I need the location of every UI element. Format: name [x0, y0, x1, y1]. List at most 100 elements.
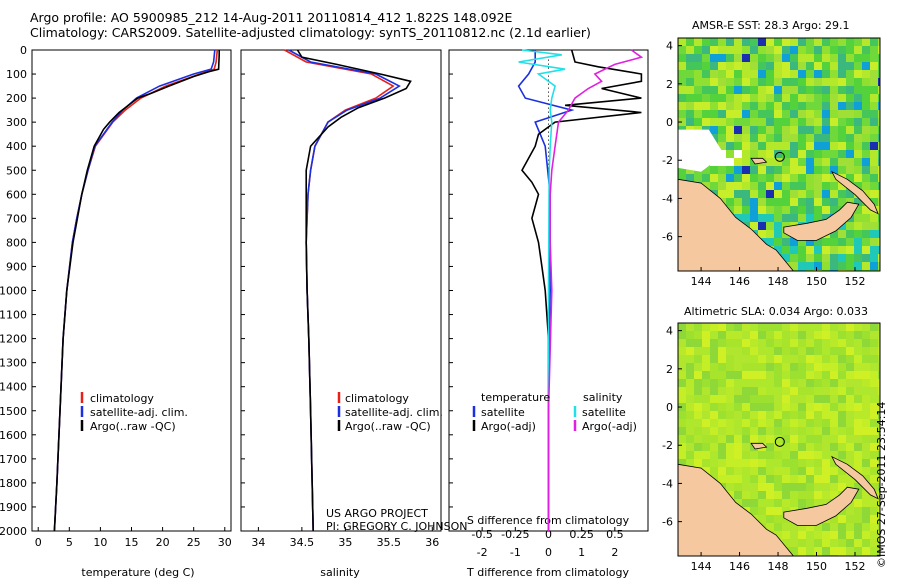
sla-map-pixel: [790, 395, 798, 403]
sla-map-pixel: [742, 379, 750, 387]
sst-map-pixel: [790, 62, 798, 70]
sst-map-pixel: [814, 134, 822, 142]
sla-map-pixel: [718, 427, 726, 435]
sst-map-pixel: [782, 46, 790, 54]
sst-map-pixel: [766, 142, 774, 150]
sst-map-pixel: [806, 214, 814, 222]
sla-map-pixel: [862, 419, 870, 427]
sla-map-pixel: [694, 459, 702, 467]
sla-map-pixel: [798, 523, 806, 531]
sla-map-pixel: [878, 499, 880, 507]
sst-map-pixel: [710, 38, 718, 46]
sst-map-pixel: [750, 182, 758, 190]
sst-map-pixel: [694, 62, 702, 70]
new-britain-land: [783, 201, 860, 241]
sla-map-pixel: [710, 419, 718, 427]
sla-map-pixel: [846, 459, 854, 467]
sst-map-pixel: [766, 70, 774, 78]
sst-map-pixel: [838, 158, 846, 166]
sst-map-pixel: [742, 78, 750, 86]
legend-label: climatology: [90, 392, 154, 405]
sst-map-pixel: [870, 254, 878, 262]
sla-map-pixel: [718, 379, 726, 387]
sla-map-pixel: [710, 427, 718, 435]
depth-tick-label: 1600: [0, 429, 27, 442]
sst-map-pixel: [758, 150, 766, 158]
sst-map-pixel: [790, 174, 798, 182]
sla-map-pixel: [830, 531, 838, 539]
sla-map-pixel: [710, 443, 718, 451]
sla-map-pixel: [878, 483, 880, 491]
depth-tick-label: 1400: [0, 381, 27, 394]
sla-map-pixel: [686, 459, 694, 467]
sst-map-pixel: [774, 78, 782, 86]
sla-map-pixel: [854, 491, 862, 499]
sla-map-pixel: [838, 427, 846, 435]
sla-map-pixel: [846, 323, 854, 331]
sla-map-pixel: [814, 435, 822, 443]
sla-map-pixel: [758, 411, 766, 419]
sla-map-pixel: [750, 403, 758, 411]
sst-map-pixel: [790, 166, 798, 174]
sla-map-pixel: [742, 419, 750, 427]
sla-map-pixel: [678, 395, 686, 403]
sla-map-pixel: [870, 443, 878, 451]
legend-label: climatology: [345, 392, 409, 405]
sst-map-pixel: [750, 54, 758, 62]
sst-float-position-marker: [774, 151, 785, 162]
sst-map-pixel: [686, 94, 694, 102]
sla-map-pixel: [702, 411, 710, 419]
sla-map-pixel: [814, 459, 822, 467]
sst-map-pixel: [702, 94, 710, 102]
sst-map-pixel: [758, 142, 766, 150]
sst-map-pixel: [830, 134, 838, 142]
sla-map-pixel: [678, 411, 686, 419]
sst-map-pixel: [870, 126, 878, 134]
sst-map-pixel: [798, 206, 806, 214]
sla-map-pixel: [806, 467, 814, 475]
sla-map-pixel: [830, 539, 838, 547]
sst-map-pixel: [790, 46, 798, 54]
sst-map-pixel: [790, 158, 798, 166]
sla-map-pixel: [734, 427, 742, 435]
sst-map-pixel: [814, 54, 822, 62]
sst-map-pixel: [846, 262, 854, 270]
salinity-series-line: [296, 49, 412, 532]
sst-map-pixel: [822, 78, 830, 86]
sst-map-pixel: [822, 62, 830, 70]
sla-map-pixel: [718, 387, 726, 395]
sla-map-pixel: [798, 459, 806, 467]
sla-map-pixel: [718, 411, 726, 419]
sst-map-pixel: [718, 70, 726, 78]
sla-map-pixel: [710, 467, 718, 475]
sst-map-pixel: [750, 134, 758, 142]
sla-map-pixel: [678, 363, 686, 371]
sst-map-pixel: [854, 254, 862, 262]
sst-map-pixel: [814, 246, 822, 254]
sla-map-pixel: [758, 379, 766, 387]
sst-map-pixel: [806, 54, 814, 62]
sst-map-pixel: [798, 254, 806, 262]
sst-map-pixel: [822, 238, 830, 246]
sst-map-pixel: [774, 230, 782, 238]
sla-map-pixel: [822, 355, 830, 363]
legend-label: Argo(..raw -QC): [90, 420, 176, 433]
sst-map-pixel: [782, 62, 790, 70]
sla-map-pixel: [782, 427, 790, 435]
sst-map-pixel: [734, 118, 742, 126]
sst-map-pixel: [806, 134, 814, 142]
sst-map-pixel: [774, 86, 782, 94]
sla-map-pixel: [830, 419, 838, 427]
sla-map-pixel: [798, 483, 806, 491]
sst-map-pixel: [814, 70, 822, 78]
sla-map-pixel: [734, 379, 742, 387]
sla-map-pixel: [726, 379, 734, 387]
sla-map-pixel: [726, 411, 734, 419]
sla-map-pixel: [686, 419, 694, 427]
sla-map-pixel: [710, 411, 718, 419]
new-britain-land: [783, 486, 860, 526]
sst-map-pixel: [838, 246, 846, 254]
sla-map-pixel: [798, 427, 806, 435]
sla-map-pixel: [878, 531, 880, 539]
sla-map-pixel: [830, 547, 838, 555]
